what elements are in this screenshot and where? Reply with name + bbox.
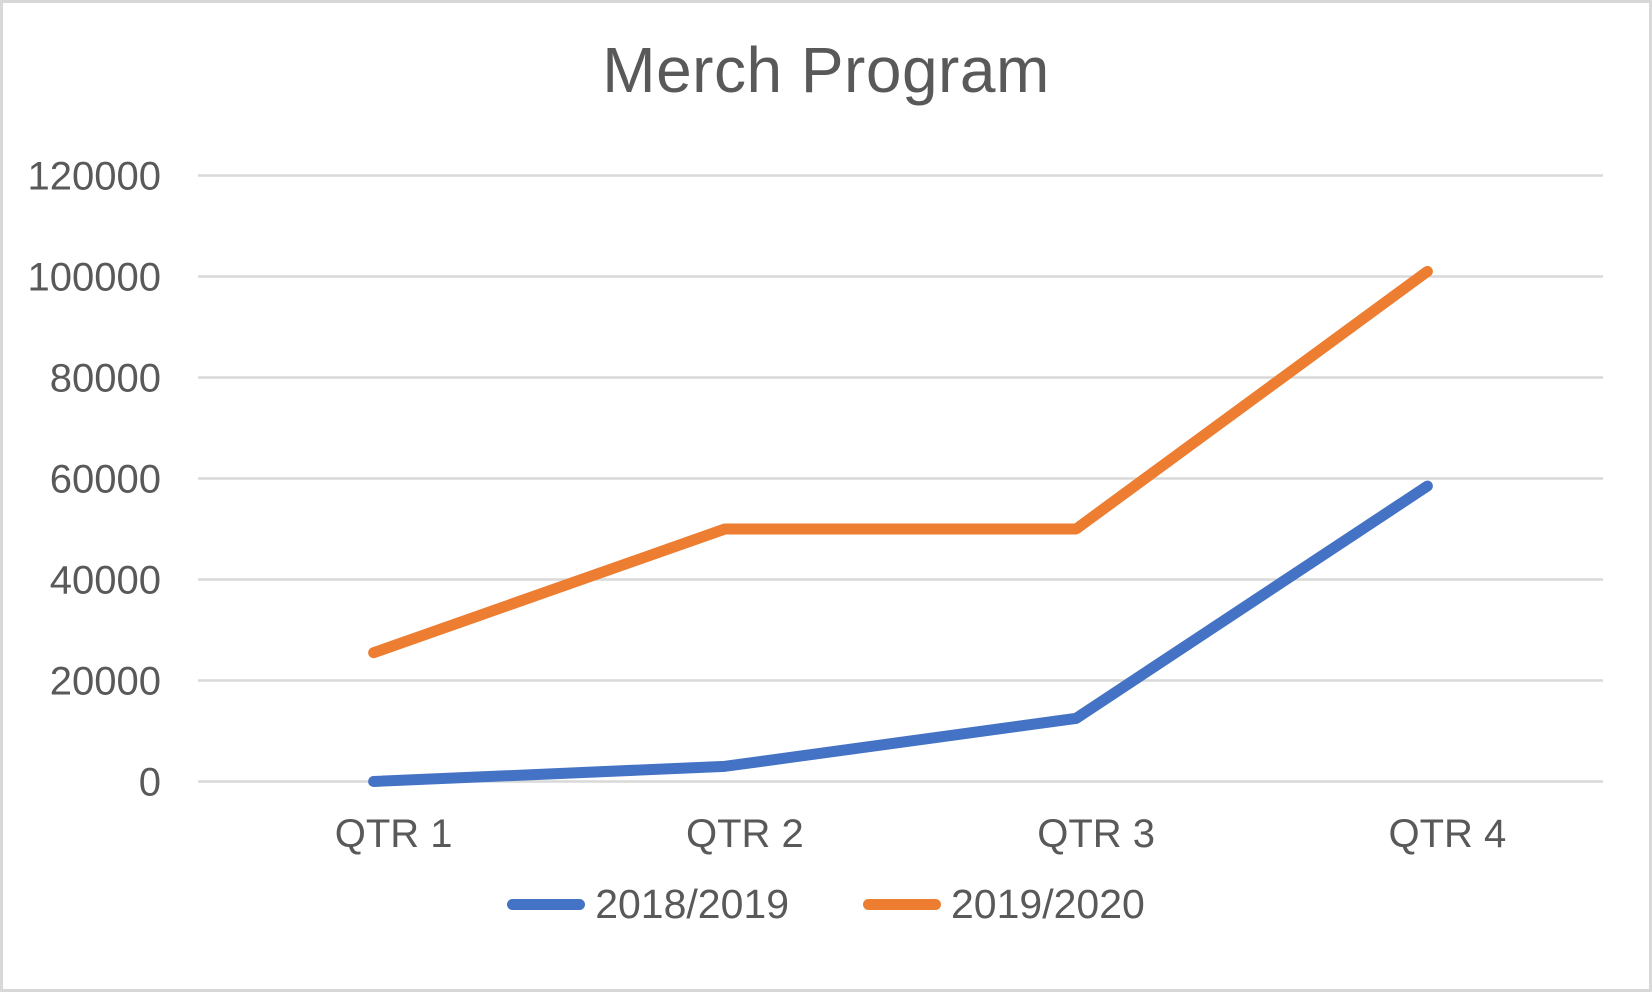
- y-axis-tick-label: 40000: [50, 559, 161, 603]
- series-line-2019-2020: [368, 265, 1433, 659]
- legend-line-marker-2018-2019: [507, 899, 586, 910]
- series-line-2018-2019: [368, 480, 1433, 787]
- x-axis-category-label: QTR 2: [686, 812, 804, 856]
- legend-item-2019-2020: 2019/2020: [863, 881, 1145, 928]
- y-axis-tick-label: 60000: [50, 458, 161, 502]
- x-axis-category-label: QTR 4: [1388, 812, 1506, 856]
- chart-legend: 2018/2019 2019/2020: [3, 881, 1649, 928]
- y-axis-tick-label: 0: [139, 761, 161, 805]
- y-axis-tick-label: 20000: [50, 660, 161, 704]
- line-chart-plot-area: 0 20000 40000 60000 80000 100000 120000 QTR 1 QT…: [28, 155, 1603, 856]
- x-axis-category-label: QTR 3: [1037, 812, 1155, 856]
- legend-label-2018-2019: 2018/2019: [595, 881, 789, 927]
- x-axis-category-label: QTR 1: [335, 812, 453, 856]
- y-axis-tick-label: 120000: [28, 155, 161, 199]
- legend-label-2019-2020: 2019/2020: [951, 881, 1145, 927]
- chart-title: Merch Program: [602, 34, 1050, 106]
- y-axis-tick-label: 80000: [50, 357, 161, 401]
- legend-line-marker-2019-2020: [863, 899, 941, 910]
- y-axis-tick-label: 100000: [28, 256, 161, 300]
- legend-item-2018-2019: 2018/2019: [507, 881, 789, 928]
